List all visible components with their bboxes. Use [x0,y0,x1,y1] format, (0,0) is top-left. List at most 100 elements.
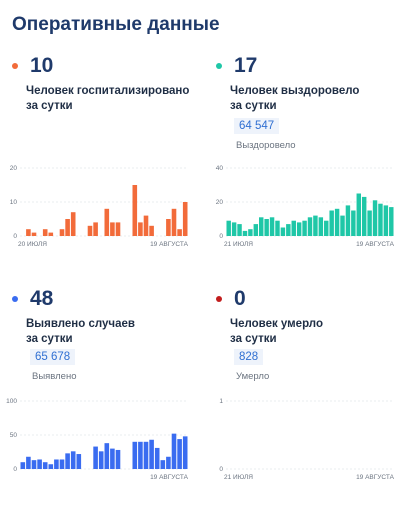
cumulative-total-label: Умерло [236,371,270,382]
status-dot-icon [216,296,222,302]
bar [291,220,296,236]
bar [115,222,121,236]
stat-caption-line1: Человек выздоровело [230,85,360,97]
status-dot-icon [12,296,18,302]
cumulative-total-label: Выявлено [32,371,77,382]
bar [177,439,182,469]
bar [26,229,31,236]
y-tick-label: 50 [10,432,18,439]
bar [324,220,329,236]
stat-caption-line1: Человек госпитализировано [26,85,190,97]
page-title: Оперативные данные [12,14,220,35]
bar [104,208,110,236]
bar [132,441,138,469]
stat-card-recovered: 17 Человек выздоровело за сутки 64 547 В… [216,52,412,282]
bar [149,439,154,469]
bar [259,217,264,236]
hospitalized-bar-chart: 20 10 020 ИЮЛЯ 19 АВГУСТА [10,165,189,248]
stat-value: 0 [234,287,246,310]
bar [70,212,76,236]
bar [149,225,154,236]
bar [389,207,394,236]
bar [31,460,37,469]
bar [372,200,378,236]
bar [378,203,383,236]
x-end-label: 19 АВГУСТА [150,474,189,481]
bar [70,451,76,469]
bar [143,441,149,469]
x-end-label: 19 АВГУСТА [356,241,395,248]
bar [269,217,275,236]
cumulative-total-label: Выздоровело [236,140,296,151]
bar [76,454,82,469]
bar [132,185,138,236]
bar [138,222,143,236]
bar [248,229,253,236]
stat-caption: Человек госпитализировано за сутки [26,84,206,114]
stat-value-row: 48 [12,285,53,313]
bar [253,224,259,236]
bar [65,453,70,469]
bar [361,196,367,236]
stat-card-hospitalized: 10 Человек госпитализировано за сутки 20… [10,52,208,282]
y-tick-label: 1 [219,398,223,405]
cumulative-total: 65 678 [30,349,76,365]
stat-caption: Человек умерло за сутки [230,317,410,347]
bar [171,208,177,236]
bar [143,215,149,236]
stat-value-row: 0 [216,285,246,313]
recovered-bar-chart: 40 20 021 ИЮЛЯ 19 АВГУСТА [216,165,395,248]
deaths-bar-chart: 1 021 ИЮЛЯ 19 АВГУСТА [219,398,395,481]
stat-caption-line2: за сутки [230,100,277,112]
bar [226,220,231,236]
y-tick-label: 0 [219,233,223,240]
stat-caption-line1: Человек умерло [230,318,323,330]
bar [104,443,110,469]
bar [54,459,59,469]
bar [280,227,286,236]
stat-caption-line2: за сутки [26,100,73,112]
detected-bar-chart: 100 50 0 19 АВГУСТА [6,398,189,481]
x-end-label: 19 АВГУСТА [150,241,189,248]
bar [166,219,171,236]
bar [154,447,160,469]
stat-caption-line1: Выявлено случаев [26,318,135,330]
bar [48,232,54,236]
stat-value-row: 17 [216,52,257,80]
stat-caption-line2: за сутки [26,333,73,345]
bar [345,205,351,236]
bar [65,219,70,236]
bar [31,232,37,236]
bar [93,446,98,469]
bar [302,220,307,236]
y-tick-label: 40 [216,165,224,172]
status-dot-icon [12,63,18,69]
bar [87,225,93,236]
bar [166,456,171,469]
x-start-label: 21 ИЮЛЯ [224,474,253,481]
bar [264,219,269,236]
y-tick-label: 20 [216,199,224,206]
x-end-label: 19 АВГУСТА [356,474,395,481]
y-tick-label: 0 [219,466,223,473]
cumulative-total: 828 [234,349,264,365]
bar [98,451,104,469]
bar [93,222,98,236]
bar [286,224,291,236]
x-start-label: 21 ИЮЛЯ [224,241,253,248]
bar [307,217,313,236]
stat-value: 17 [234,54,258,77]
cumulative-total: 64 547 [234,118,280,134]
bar [26,456,31,469]
bar [20,462,26,469]
bar [171,433,177,469]
bar [37,459,42,469]
x-start-label: 20 ИЮЛЯ [18,241,47,248]
bar [242,230,248,236]
stat-value-row: 10 [12,52,53,80]
y-tick-label: 0 [13,233,17,240]
bar [182,436,188,469]
bar [329,210,334,236]
bar [367,210,372,236]
